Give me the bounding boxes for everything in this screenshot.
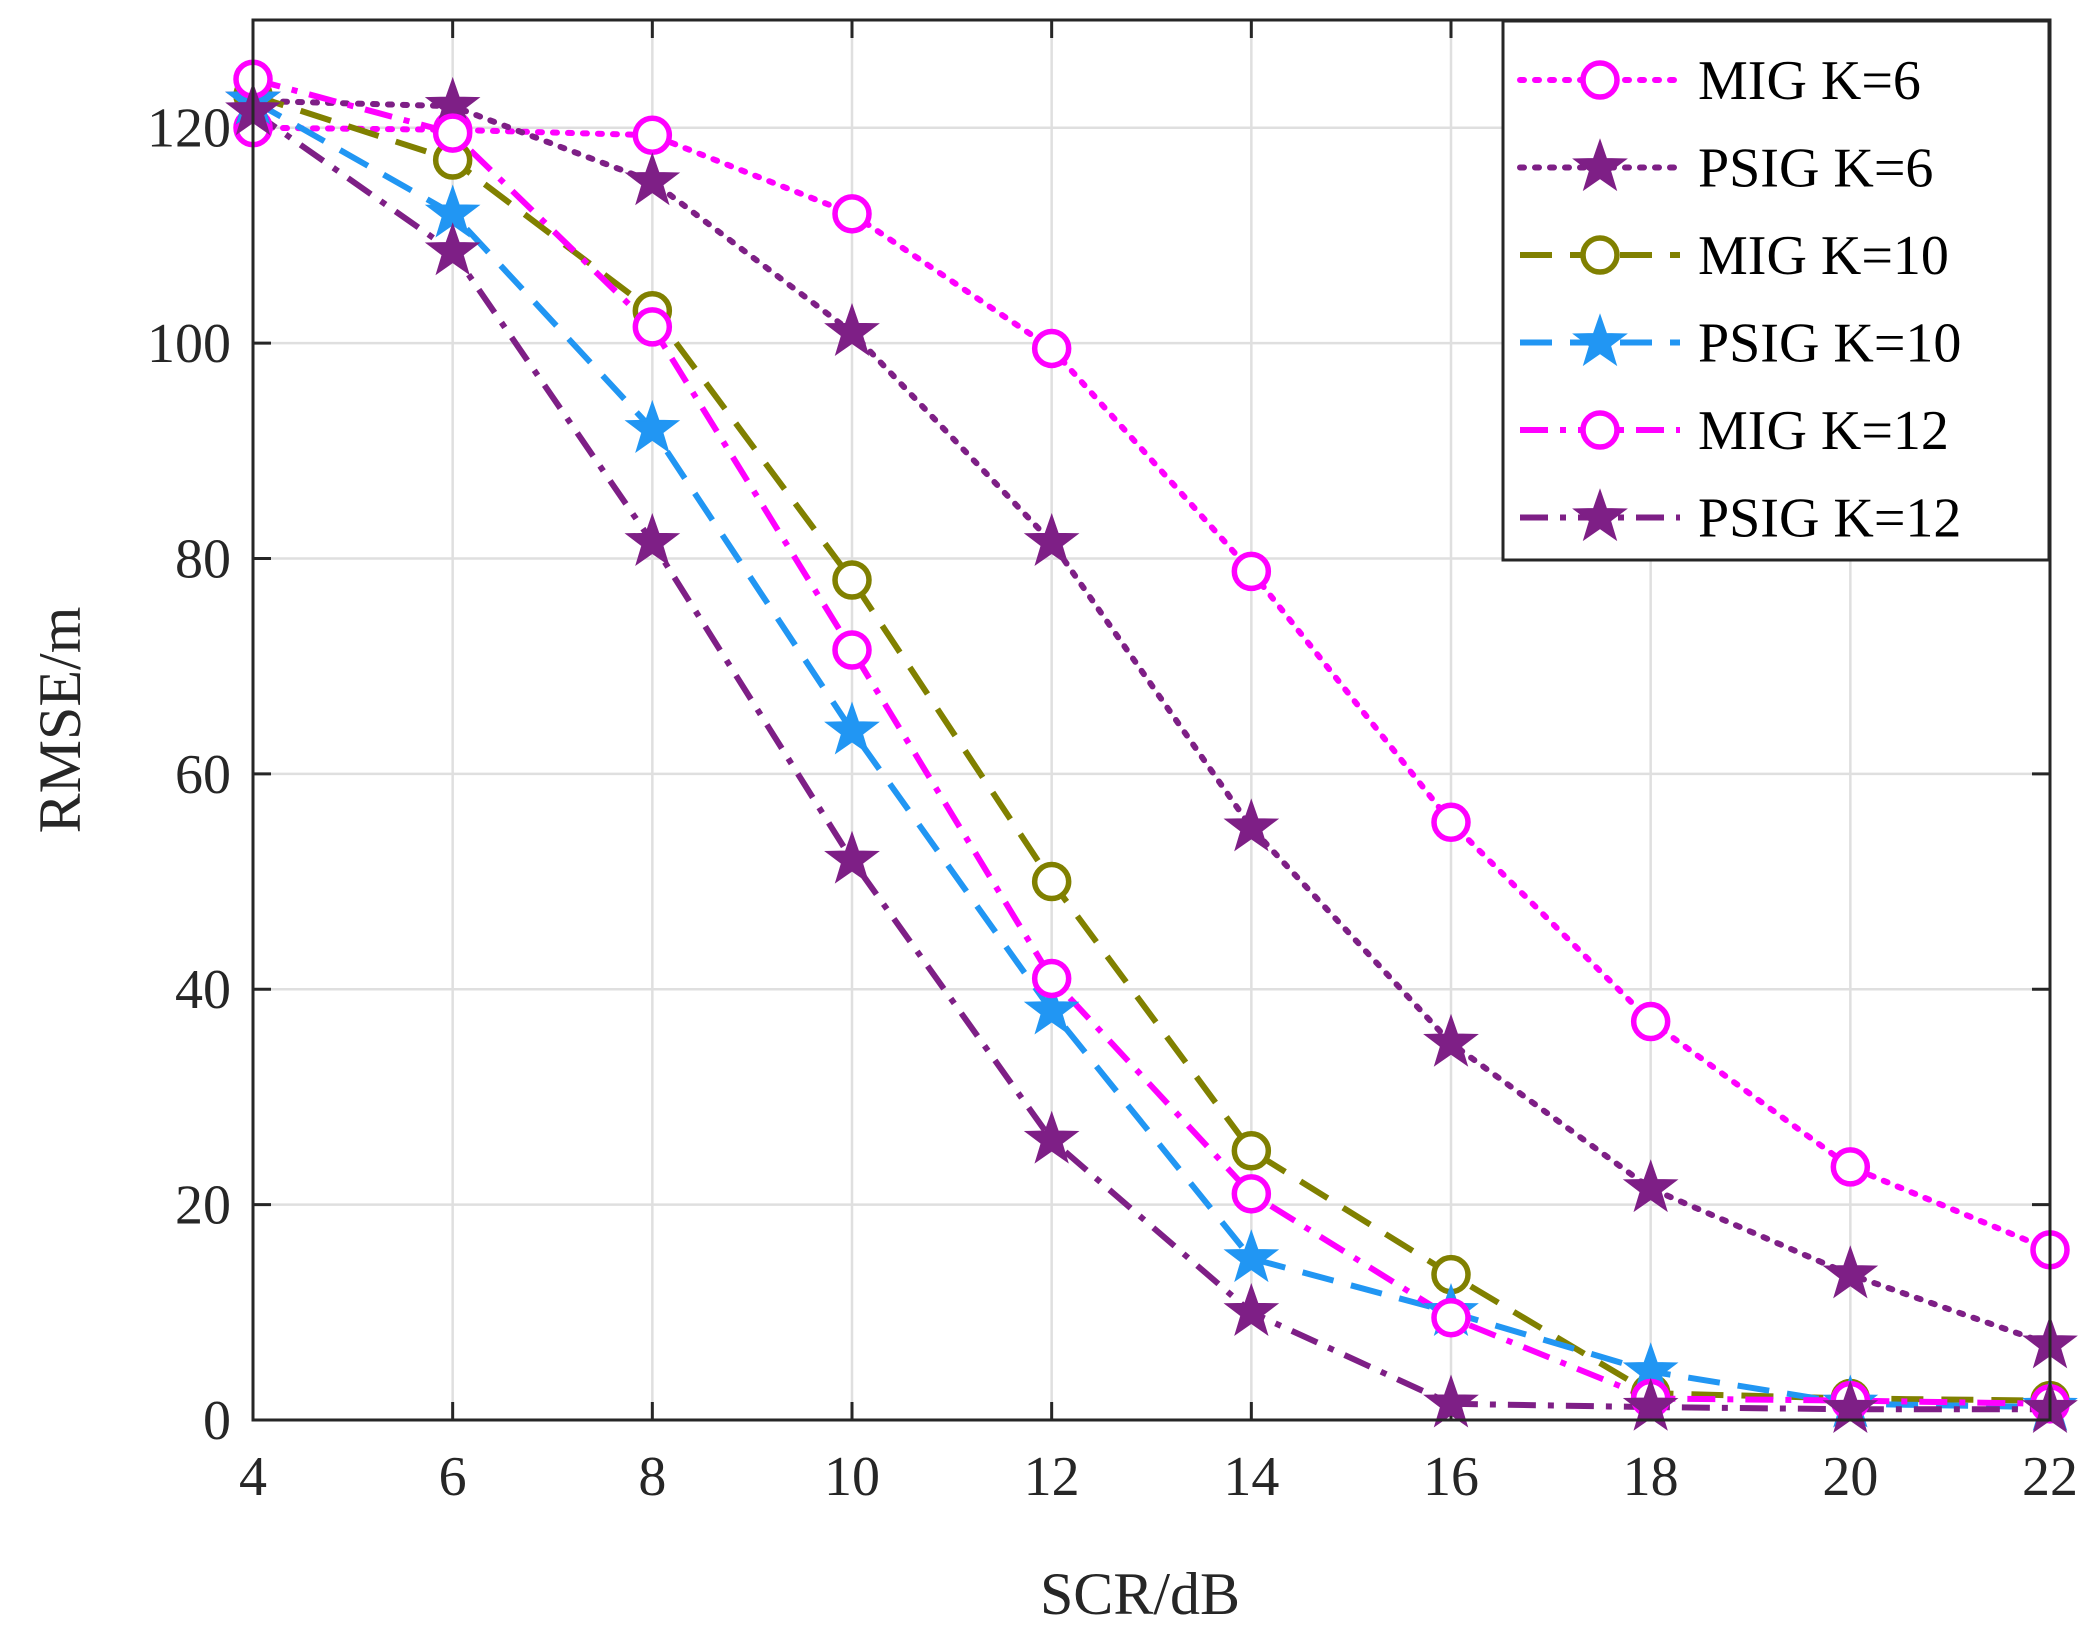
legend-marker — [1580, 410, 1620, 450]
tick-labels: 4 6 8 10 12 14 16 18 20 22 0 20 40 60 80 100 120 — [147, 98, 2078, 1508]
legend-label: MIG K=6 — [1698, 50, 1921, 112]
legend-box — [1501, 19, 2051, 562]
x-tick-label: 20 — [1822, 1446, 1878, 1508]
data-point — [832, 194, 872, 234]
data-point — [832, 630, 872, 670]
legend-marker — [1572, 313, 1628, 367]
data-point — [1223, 1229, 1280, 1283]
x-tick-label: 22 — [2022, 1446, 2078, 1508]
x-tick-label: 16 — [1423, 1446, 1479, 1508]
data-point — [1223, 798, 1280, 852]
legend-label: MIG K=12 — [1698, 400, 1949, 462]
x-tick-label: 6 — [439, 1446, 467, 1508]
y-tick-label: 120 — [147, 98, 231, 160]
data-point — [1830, 1147, 1871, 1187]
legend-label: PSIG K=12 — [1698, 488, 1961, 550]
data-point — [1023, 1110, 1080, 1164]
y-tick-label: 20 — [175, 1175, 231, 1237]
legend: MIG K=6 PSIG K=6 MIG K=10 PSIG K=10 MIG K=12… — [1501, 19, 2051, 562]
legend-marker — [1572, 138, 1628, 192]
legend-marker — [1580, 60, 1620, 100]
legend-marker — [1580, 235, 1620, 275]
y-tick-label: 40 — [175, 959, 231, 1021]
series-line-3 — [251, 98, 2051, 1411]
data-point — [1031, 958, 1072, 999]
x-tick-label: 4 — [239, 1446, 267, 1508]
data-point — [824, 302, 880, 357]
series-line-0 — [250, 124, 2053, 1253]
data-point — [1231, 1174, 1272, 1214]
data-point — [1431, 802, 1471, 843]
data-point — [824, 830, 880, 884]
data-point — [624, 399, 681, 453]
data-point — [624, 513, 681, 567]
legend-label: PSIG K=6 — [1698, 138, 1933, 200]
legend-label: PSIG K=10 — [1698, 313, 1961, 375]
data-point — [1023, 513, 1080, 567]
data-point — [1431, 1297, 1471, 1338]
data-point — [1423, 1013, 1479, 1067]
data-point — [1031, 861, 1072, 902]
series-line-1 — [250, 97, 2053, 1348]
data-point — [832, 560, 872, 600]
y-tick-label: 100 — [147, 313, 231, 375]
x-tick-label: 12 — [1024, 1446, 1080, 1508]
x-tick-label: 8 — [638, 1446, 666, 1508]
x-tick-label: 18 — [1623, 1446, 1679, 1508]
data-point — [1031, 328, 1072, 369]
y-tick-label: 80 — [175, 528, 231, 590]
data-point — [1023, 981, 1080, 1035]
legend-marker — [1572, 488, 1628, 542]
data-point — [632, 115, 673, 155]
y-axis-label: RMSE/m — [27, 607, 93, 834]
data-point — [432, 113, 473, 153]
series-line-5 — [251, 109, 2050, 1413]
x-tick-label: 10 — [824, 1446, 880, 1508]
series-lines — [250, 76, 2053, 1413]
plot-frame — [251, 18, 2052, 1422]
data-point — [1423, 1374, 1479, 1428]
data-point — [1231, 551, 1272, 592]
y-tick-label: 60 — [175, 744, 231, 806]
legend-label: MIG K=10 — [1698, 225, 1949, 287]
x-axis-label: SCR/dB — [1040, 1561, 1240, 1627]
y-tick-label: 0 — [203, 1390, 231, 1452]
data-point — [624, 152, 681, 206]
data-point — [1622, 1159, 1679, 1213]
data-point — [632, 307, 673, 347]
data-point — [1622, 1377, 1679, 1431]
data-point — [1231, 1131, 1272, 1171]
data-point — [824, 701, 880, 755]
data-point — [1630, 1001, 1671, 1042]
data-point — [424, 222, 481, 276]
data-point — [1223, 1283, 1280, 1337]
series-line-2 — [252, 92, 2051, 1404]
series-line-4 — [252, 76, 2051, 1407]
x-tick-label: 14 — [1223, 1446, 1279, 1508]
data-point — [1822, 1245, 1879, 1299]
